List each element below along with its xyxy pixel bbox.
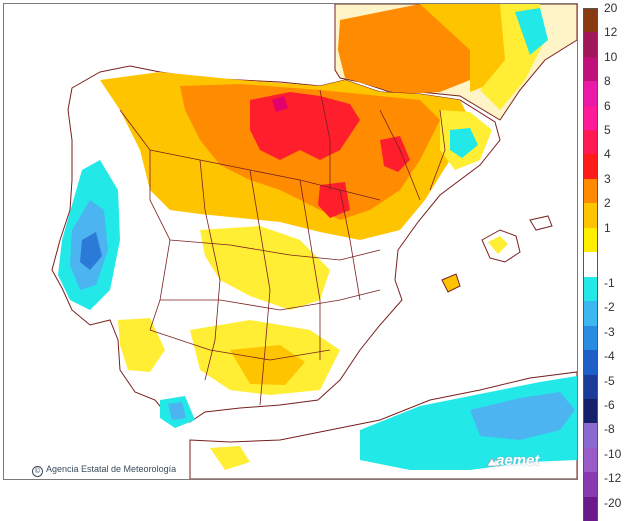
legend-swatch xyxy=(583,130,598,155)
copyright-icon: © xyxy=(32,466,43,477)
legend-label: 10 xyxy=(604,49,618,64)
legend-label: -10 xyxy=(604,446,622,461)
legend-swatch xyxy=(583,81,598,106)
legend-label: -3 xyxy=(604,324,615,339)
legend-swatch xyxy=(583,399,598,424)
legend-swatch xyxy=(583,154,598,179)
south-gold-zone xyxy=(230,345,305,385)
legend-label: 12 xyxy=(604,25,618,40)
legend-swatch xyxy=(583,423,598,448)
legend-swatch xyxy=(583,496,598,521)
legend-top-border xyxy=(583,8,598,9)
south-blue-patch xyxy=(168,402,186,420)
west-deepblue-patch xyxy=(80,232,102,270)
credit-label: Agencia Estatal de Meteorología xyxy=(46,464,177,474)
legend-label: -8 xyxy=(604,422,615,437)
legend-label: -6 xyxy=(604,398,615,412)
legend-swatch xyxy=(583,277,598,302)
legend-label: -20 xyxy=(604,495,622,510)
legend-label: 6 xyxy=(604,98,611,113)
ebro-red-patch xyxy=(380,136,410,172)
legend-label: 2 xyxy=(604,196,611,211)
legend-swatch xyxy=(583,447,598,473)
mallorca-yellow-patch xyxy=(488,236,508,254)
legend-label: 1 xyxy=(604,220,611,235)
ibiza-island xyxy=(441,273,461,293)
aemet-logo: aemet xyxy=(496,452,540,469)
legend-swatch xyxy=(583,56,598,82)
aemet-logo-icon xyxy=(486,457,500,467)
legend-swatch xyxy=(583,32,598,57)
color-legend: 20 12 10 8 6 5 4 3 2 1 -1 -2 -3 -4 -5 -6 -8 -10 -12 -20 xyxy=(583,2,630,521)
legend-neutral-swatch xyxy=(583,252,598,277)
credit-text: © Agencia Estatal de Meteorología xyxy=(32,464,176,477)
teruel-red-patch xyxy=(318,182,350,218)
legend-label: -4 xyxy=(604,349,615,364)
africa-yellow-patch xyxy=(210,446,250,470)
legend-label: 5 xyxy=(604,123,611,137)
central-yellow-zone xyxy=(200,226,330,310)
legend-swatch xyxy=(583,8,598,33)
legend-label: 20 xyxy=(604,1,618,15)
menorca-island xyxy=(529,215,553,231)
legend-swatch xyxy=(583,203,598,228)
legend-label: 8 xyxy=(604,74,611,89)
legend-label: 3 xyxy=(604,171,611,186)
legend-swatch xyxy=(583,178,598,204)
region-borders xyxy=(119,89,446,406)
legend-swatch xyxy=(583,105,598,130)
legend-swatch xyxy=(583,472,598,497)
anomaly-map xyxy=(51,3,578,480)
legend-label: -2 xyxy=(604,300,615,315)
northeast-cyan-patch xyxy=(450,128,478,158)
africa-blue-zone xyxy=(470,392,575,440)
legend-swatch xyxy=(583,374,598,399)
legend-label: 4 xyxy=(604,147,611,162)
legend-swatch xyxy=(583,301,598,326)
magenta-spot xyxy=(272,96,288,112)
france-cyan-patch xyxy=(515,8,548,55)
france-gold-zone xyxy=(420,4,520,92)
legend-swatch xyxy=(583,325,598,351)
legend-label: -1 xyxy=(604,276,615,290)
legend-label: -12 xyxy=(604,471,622,486)
legend-swatch xyxy=(583,227,598,252)
legend-label: -5 xyxy=(604,373,615,388)
legend-swatch xyxy=(583,350,598,375)
